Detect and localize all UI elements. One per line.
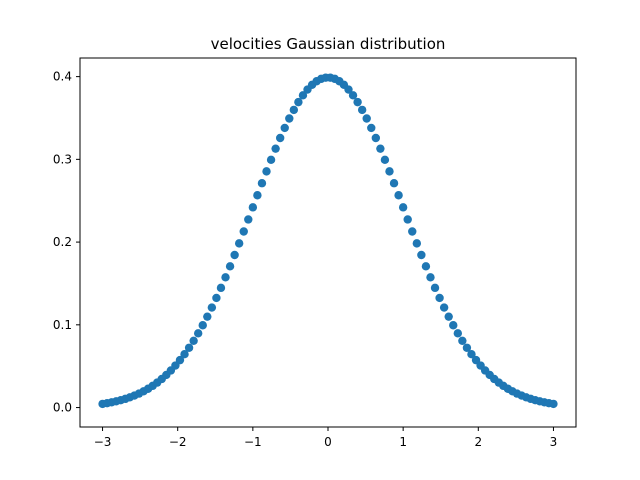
- data-point: [294, 97, 303, 107]
- y-tick-label: 0.0: [53, 401, 72, 415]
- data-point: [234, 239, 244, 248]
- data-point: [298, 91, 308, 100]
- data-point: [193, 329, 203, 338]
- data-point: [244, 215, 253, 224]
- data-point: [412, 239, 422, 248]
- data-point: [198, 321, 207, 330]
- x-tick-label: −2: [169, 435, 187, 449]
- data-point: [357, 105, 367, 115]
- data-point: [225, 262, 235, 271]
- data-point: [367, 123, 376, 133]
- x-tick-label: 2: [474, 435, 482, 449]
- data-point: [221, 273, 230, 282]
- chart-title: velocities Gaussian distribution: [211, 35, 446, 53]
- x-tick-label: −1: [244, 435, 262, 449]
- data-point: [389, 179, 399, 188]
- data-point: [467, 350, 476, 359]
- data-point: [380, 155, 390, 165]
- data-point: [444, 312, 453, 321]
- data-point: [394, 191, 403, 200]
- data-point: [449, 321, 458, 330]
- y-tick-label: 0.4: [53, 70, 72, 84]
- data-point: [462, 343, 472, 352]
- data-point: [175, 355, 185, 365]
- data-point: [257, 179, 267, 188]
- data-point: [362, 114, 371, 123]
- plot-frame: [79, 57, 577, 428]
- x-tick-label: 1: [399, 435, 407, 449]
- data-point: [180, 350, 189, 359]
- data-point: [453, 329, 463, 338]
- data-point: [426, 273, 435, 282]
- y-axis: 0.0 0.1 0.2 0.3 0.4: [53, 70, 80, 415]
- data-point: [398, 203, 408, 212]
- data-point: [421, 262, 431, 271]
- data-point: [248, 203, 258, 212]
- data-point: [348, 91, 358, 100]
- y-tick-label: 0.1: [53, 318, 72, 332]
- data-point: [184, 343, 194, 352]
- data-point: [344, 85, 353, 94]
- data-point: [216, 283, 226, 293]
- data-point: [403, 215, 412, 224]
- data-point: [203, 312, 212, 321]
- x-tick-label: −3: [94, 435, 112, 449]
- data-point: [189, 336, 198, 345]
- data-point: [289, 105, 299, 115]
- data-point: [285, 114, 294, 123]
- data-point: [271, 144, 280, 153]
- data-point: [371, 133, 381, 143]
- data-point: [253, 191, 262, 200]
- data-point: [458, 336, 467, 345]
- x-tick-label: 3: [550, 435, 558, 449]
- data-point: [207, 303, 217, 312]
- data-point: [230, 250, 239, 260]
- data-point: [266, 155, 276, 165]
- data-point: [280, 123, 289, 133]
- data-point: [353, 97, 362, 107]
- data-point: [435, 293, 444, 303]
- data-point: [408, 227, 417, 236]
- data-point: [385, 167, 394, 176]
- data-point: [417, 250, 426, 260]
- data-point: [549, 399, 558, 409]
- data-point: [212, 293, 221, 303]
- data-point: [439, 303, 449, 312]
- data-point: [430, 283, 440, 293]
- data-point: [262, 167, 271, 176]
- x-tick-label: 0: [324, 435, 332, 449]
- y-tick-label: 0.3: [53, 152, 72, 166]
- data-points: [98, 73, 558, 409]
- y-tick-label: 0.2: [53, 235, 72, 249]
- x-axis: −3 −2 −1 0 1 2 3: [94, 427, 558, 449]
- data-point: [275, 133, 285, 143]
- data-point: [239, 227, 248, 236]
- data-point: [376, 144, 385, 153]
